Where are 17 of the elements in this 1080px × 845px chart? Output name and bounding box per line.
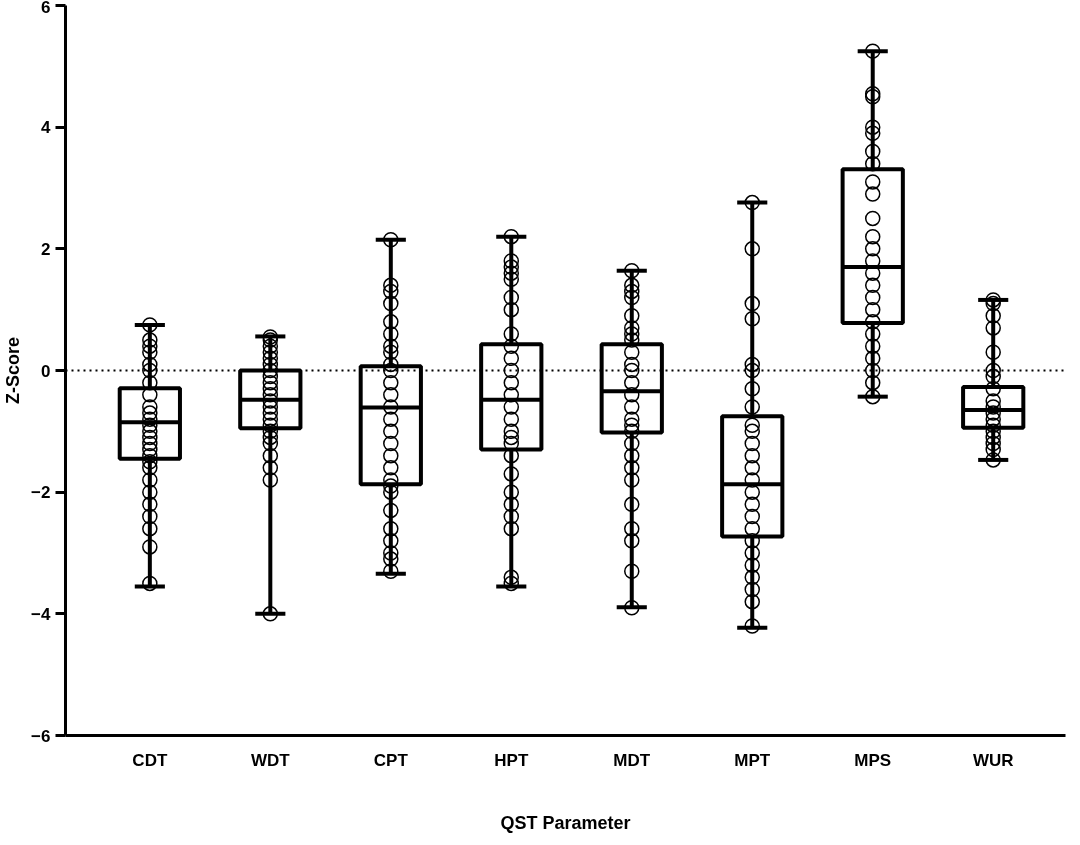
x-tick-label: CPT bbox=[373, 750, 409, 770]
y-tick-label: 6 bbox=[41, 0, 51, 17]
x-tick-label: MPT bbox=[734, 750, 771, 770]
y-tick-label: −6 bbox=[31, 726, 51, 746]
y-axis-title: Z-Score bbox=[3, 336, 24, 405]
y-tick-label: 0 bbox=[41, 361, 51, 381]
x-tick-label: MDT bbox=[613, 750, 651, 770]
x-axis-title: QST Parameter bbox=[500, 812, 631, 833]
y-tick-label: −4 bbox=[31, 604, 52, 624]
x-tick-label: CDT bbox=[132, 750, 168, 770]
y-tick-label: 2 bbox=[41, 239, 51, 259]
y-tick-label: 4 bbox=[41, 118, 52, 138]
x-tick-label: WDT bbox=[250, 750, 291, 770]
x-tick-label: MPS bbox=[854, 750, 892, 770]
x-tick-label: WUR bbox=[972, 750, 1014, 770]
y-tick-label: −2 bbox=[31, 483, 51, 503]
x-tick-label: HPT bbox=[494, 750, 529, 770]
